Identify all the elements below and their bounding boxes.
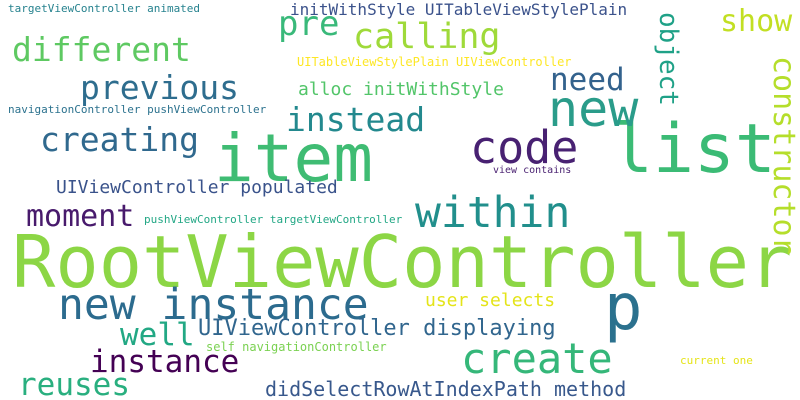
word-need: need [550,62,625,98]
word-show: show [720,4,793,39]
word-object: object [653,12,683,106]
word-calling: calling [353,17,501,57]
word-uitableviewstyleplain-uiviewcontroller: UITableViewStylePlain UIViewController [297,55,572,69]
word-within: within [415,188,571,238]
word-navigationcontroller-pushviewcontroller: navigationController pushViewController [8,103,267,116]
word-well: well [120,317,195,353]
word-constructor: constructor [766,56,800,255]
word-reuses: reuses [18,367,130,400]
word-pushviewcontroller-targetviewcontroller: pushViewController targetViewController [144,213,403,226]
word-user-selects: user selects [425,290,556,311]
word-didselectrowatindexpath-method: didSelectRowAtIndexPath method [265,377,627,400]
word-self-navigationcontroller: self navigationController [206,340,387,354]
word-moment: moment [26,199,135,234]
word-uiviewcontroller-populated: UIViewController populated [56,177,338,198]
word-rootviewcontroller: RootViewController [12,220,793,304]
word-new: new [548,80,639,138]
word-different: different [12,30,191,69]
word-item: item [214,120,373,197]
word-create: create [461,334,613,383]
word-previous: previous [80,68,239,107]
word-current-one: current one [680,354,753,367]
word-alloc-initwithstyle: alloc initWithStyle [298,79,504,100]
word-instance: instance [90,344,240,380]
word-uiviewcontroller-displaying: UIViewController displaying [198,316,556,341]
word-targetviewcontroller-animated: targetViewController animated [8,2,201,15]
word-instead: instead [286,100,426,139]
word-list: list [612,110,776,189]
word-pre: pre [278,4,340,44]
word-creating: creating [40,120,199,159]
word-initwithstyle-uitableviewstyleplain: initWithStyle UITableViewStylePlain [290,0,628,19]
word-new-instance: new instance [58,280,369,330]
word-p: p [604,271,643,345]
word-view-contains: view contains [493,165,572,176]
word-code: code [470,121,579,174]
